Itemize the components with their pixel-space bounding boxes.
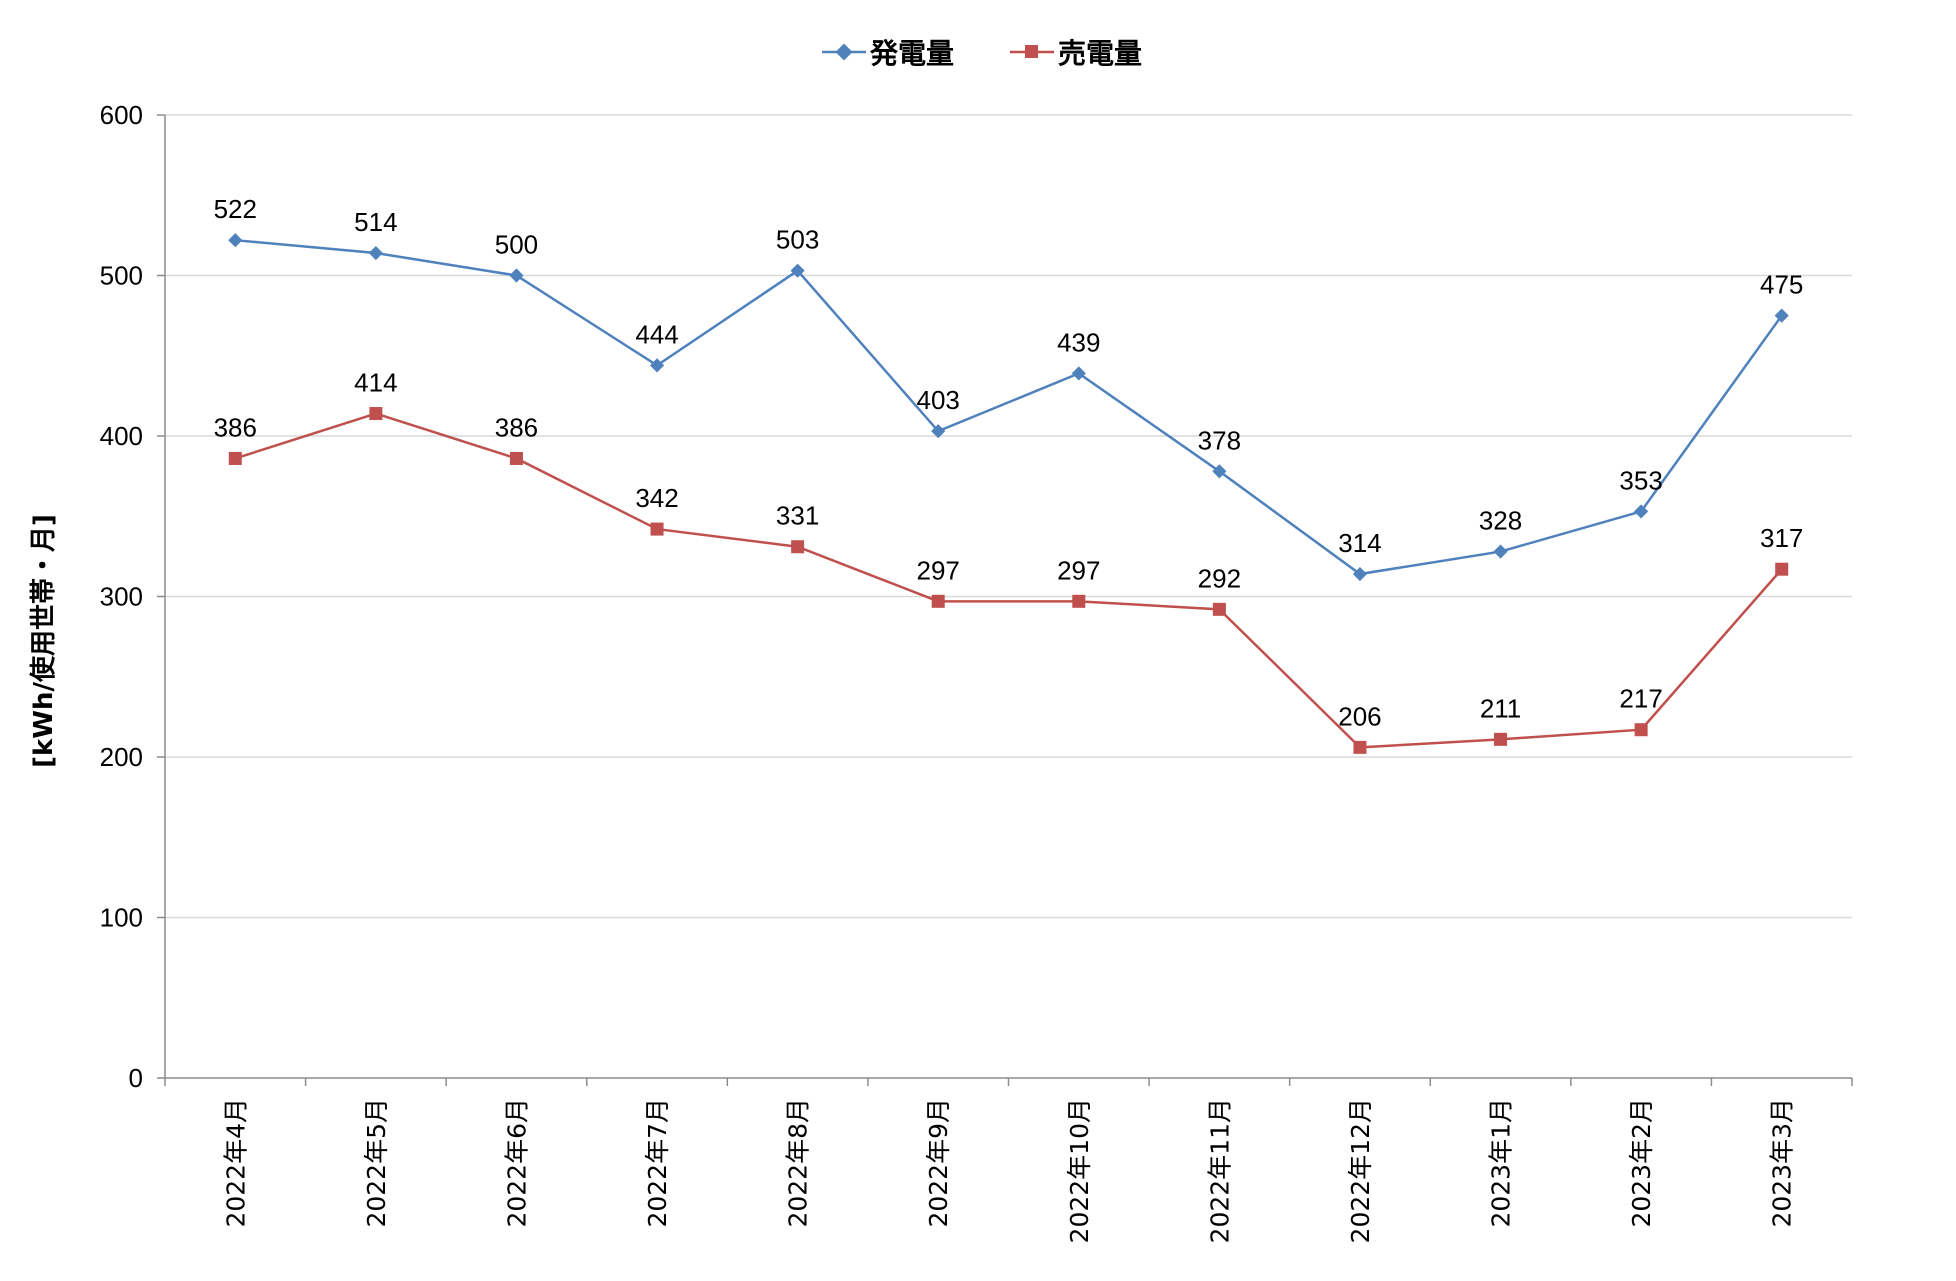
series-0-data-label: 353 [1619,465,1662,495]
series-0-data-label: 378 [1198,425,1241,455]
y-tick-label: 500 [100,261,143,291]
series-0-point [228,233,243,248]
x-tick-label: 2022年5月 [362,1098,391,1228]
legend-label-generation: 発電量 [869,37,954,70]
series-1-data-label: 292 [1198,563,1241,593]
x-tick-label: 2022年10月 [1065,1098,1094,1243]
series-1-point [228,451,242,465]
x-tick-label: 2022年11月 [1205,1098,1234,1243]
series-0-data-label: 403 [917,385,960,415]
legend-label-sold: 売電量 [1058,37,1142,70]
x-tick-label: 2023年1月 [1487,1098,1516,1228]
legend-marker-sold [1025,45,1038,58]
series-0-data-label: 522 [214,194,257,224]
legend: 発電量 売電量 [822,37,1142,70]
legend-item-sold: 売電量 [1010,37,1142,70]
x-tick-labels: 2022年4月 2022年5月 2022年6月 2022年7月 2022年8月 2022年… [221,1098,1796,1243]
series-0-point [1774,308,1789,323]
x-tick-label: 2022年9月 [924,1098,953,1228]
series-1-data-label: 317 [1760,523,1803,553]
series-1-data-label: 331 [776,501,819,531]
series-0-data-label: 328 [1479,506,1522,536]
series-1-point [1634,723,1648,737]
series-1-data-label: 342 [635,483,678,513]
y-tick-label: 600 [100,100,143,130]
legend-item-generation: 発電量 [822,37,954,70]
series-1-point [650,522,664,536]
series-0-point [1352,566,1368,582]
series-1-point [1353,740,1367,754]
y-tick-label: 0 [129,1063,143,1093]
series-0-point [1493,544,1508,559]
series-1-point [509,451,523,465]
y-tick-label: 300 [100,582,143,612]
y-axis-title: [kWh/使用世帯・月] [29,514,59,768]
series-0-data-label: 314 [1338,528,1381,558]
series-0-point [1634,504,1649,519]
series-0-point [509,268,524,283]
x-tick-label: 2022年12月 [1346,1098,1375,1243]
series-1-point [1494,732,1508,746]
series-0-point [1212,464,1227,479]
x-tick-label: 2023年3月 [1768,1098,1797,1228]
series-line-0 [235,238,1783,576]
x-tick-label: 2022年7月 [643,1098,672,1228]
series-1-point [1212,602,1226,616]
x-tick-label: 2023年2月 [1627,1098,1656,1228]
series-0-point [368,245,383,261]
series-1-point [1072,594,1086,608]
series-1-data-label: 217 [1619,684,1662,714]
y-tick-label: 100 [100,903,143,933]
series [228,233,1789,754]
axes [157,114,1853,1086]
series-0-data-label: 514 [354,207,397,237]
series-1-data-label: 414 [354,368,397,398]
series-1-data-label: 211 [1480,693,1521,723]
series-0-point [931,424,946,439]
series-1-point [791,540,805,554]
series-1-data-label: 386 [495,412,538,442]
data-labels: 522 514 500 444 503 403 439 378 314 328 353 475 386 4… [214,194,1804,731]
series-0-data-label: 475 [1760,270,1803,300]
series-0-data-label: 500 [495,230,538,260]
series-0-data-label: 444 [635,319,678,349]
x-tick-label: 2022年6月 [502,1098,531,1228]
series-0-data-label: 439 [1057,327,1100,357]
x-tick-label: 2022年8月 [784,1098,813,1228]
series-1-data-label: 297 [1057,555,1100,585]
series-1-point [369,407,383,421]
series-line-1 [234,412,1783,749]
series-0-point [649,358,665,373]
series-0-point [1071,366,1086,381]
series-0-point [790,263,805,278]
y-tick-label: 200 [100,742,143,772]
series-1-data-label: 297 [917,555,960,585]
y-tick-label: 400 [100,421,143,451]
series-1-point [1775,562,1789,576]
series-1-data-label: 206 [1338,701,1381,731]
legend-marker-generation [835,43,853,61]
series-1-point [931,594,945,608]
x-tick-label: 2022年4月 [221,1098,250,1228]
series-0-data-label: 503 [776,225,819,255]
gridlines [165,114,1852,919]
y-tick-labels: 0 100 200 300 400 500 600 [100,100,143,1093]
series-1-data-label: 386 [214,412,257,442]
